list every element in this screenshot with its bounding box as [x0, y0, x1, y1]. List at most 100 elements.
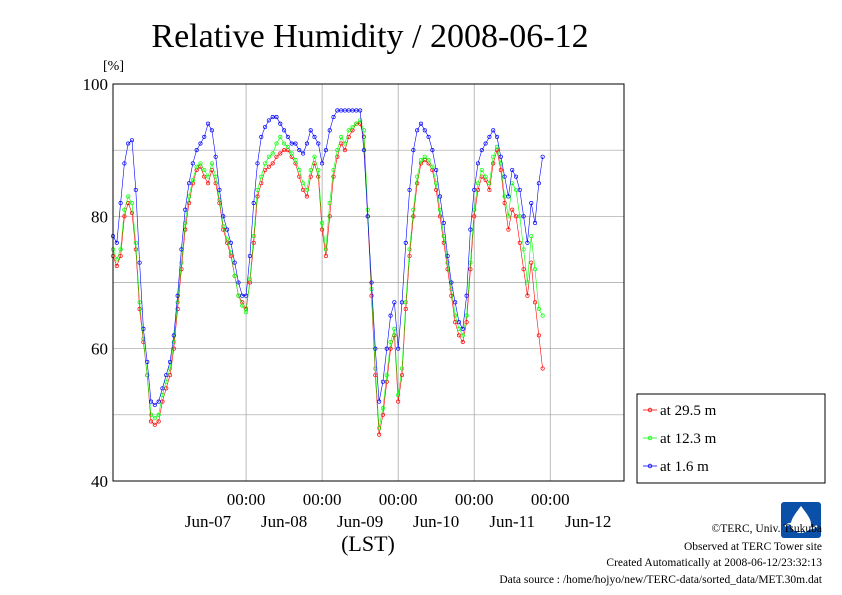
data-point — [202, 174, 207, 179]
data-point — [422, 154, 427, 159]
data-point — [190, 161, 195, 166]
data-point — [346, 128, 351, 133]
data-point — [407, 247, 412, 252]
logo-drop-shape — [791, 506, 811, 533]
data-point — [232, 273, 237, 278]
series-line — [112, 123, 543, 435]
data-point — [114, 257, 119, 262]
data-point — [323, 247, 328, 252]
data-point — [327, 201, 332, 206]
data-point — [308, 128, 313, 133]
data-point — [221, 224, 226, 229]
data-point — [335, 108, 340, 113]
data-point — [206, 174, 211, 179]
data-point — [354, 108, 359, 113]
data-point — [263, 124, 268, 130]
data-point — [460, 333, 465, 338]
legend-box — [636, 393, 826, 484]
x-time-tick-label: 00:00 — [379, 490, 418, 509]
data-point — [342, 108, 347, 113]
data-point — [225, 237, 230, 242]
data-point — [152, 402, 157, 407]
data-point — [487, 181, 492, 186]
data-point — [160, 386, 165, 391]
data-point — [175, 293, 180, 298]
data-point — [209, 128, 214, 133]
data-point — [430, 164, 435, 169]
data-point — [468, 267, 473, 272]
data-point — [506, 214, 511, 219]
data-point — [323, 148, 328, 153]
data-point — [475, 187, 481, 192]
data-point — [342, 148, 347, 153]
x-time-tick-label: 00:00 — [531, 490, 570, 509]
data-point — [148, 419, 154, 424]
x-date-tick-label: Jun-11 — [489, 512, 535, 531]
data-point — [339, 134, 344, 139]
data-point — [396, 346, 401, 351]
data-point — [164, 373, 169, 378]
data-point — [255, 187, 260, 192]
data-point — [171, 333, 176, 338]
data-point — [396, 399, 401, 404]
data-point — [320, 220, 325, 226]
data-point — [536, 306, 541, 312]
data-point — [278, 134, 283, 139]
data-point — [472, 187, 477, 192]
data-point — [308, 167, 313, 173]
data-point — [263, 161, 268, 166]
data-point — [148, 412, 154, 417]
data-point — [521, 267, 526, 272]
data-point — [126, 141, 131, 146]
data-point — [183, 207, 188, 212]
y-tick-label: 60 — [91, 340, 108, 359]
x-date-tick-label: Jun-12 — [565, 512, 611, 531]
x-date-tick-label: Jun-07 — [185, 512, 232, 531]
data-point — [213, 181, 218, 186]
data-point — [437, 214, 443, 219]
data-point — [388, 346, 393, 351]
data-point — [384, 373, 389, 378]
data-point — [171, 339, 176, 345]
data-point — [487, 187, 492, 192]
data-point — [122, 214, 127, 219]
data-point — [479, 148, 484, 153]
data-point — [141, 336, 146, 341]
data-point — [388, 339, 393, 345]
data-point — [129, 201, 135, 206]
data-point — [316, 167, 321, 173]
logo-wave-shape — [784, 522, 818, 530]
data-point — [213, 154, 218, 159]
data-point — [244, 293, 249, 298]
data-point — [487, 134, 492, 139]
data-point — [453, 313, 458, 318]
legend-label: at 29.5 m — [660, 403, 717, 419]
legend-swatch-marker — [647, 407, 653, 413]
data-point — [365, 214, 370, 219]
x-date-tick-label: Jun-08 — [261, 512, 307, 531]
data-point — [449, 287, 454, 292]
data-point — [498, 161, 503, 166]
data-point — [475, 181, 481, 186]
data-point — [282, 141, 287, 146]
data-point — [327, 214, 332, 219]
footer-source: Data source : /home/hojyo/new/TERC-data/… — [499, 574, 822, 586]
data-point — [202, 167, 207, 173]
data-point — [513, 187, 519, 192]
data-point — [529, 234, 534, 239]
data-point — [384, 346, 389, 351]
data-point — [126, 194, 131, 199]
data-point — [532, 300, 538, 305]
data-point — [536, 333, 541, 338]
data-point — [175, 300, 180, 305]
data-point — [521, 247, 526, 252]
data-point — [198, 141, 203, 146]
chart-title: Relative Humidity / 2008-06-12 — [151, 18, 588, 55]
data-point — [354, 121, 359, 126]
data-point — [240, 293, 245, 298]
data-point — [540, 154, 545, 159]
data-point — [498, 154, 503, 159]
data-point — [270, 151, 275, 156]
data-point — [346, 108, 351, 113]
data-point — [156, 419, 161, 424]
